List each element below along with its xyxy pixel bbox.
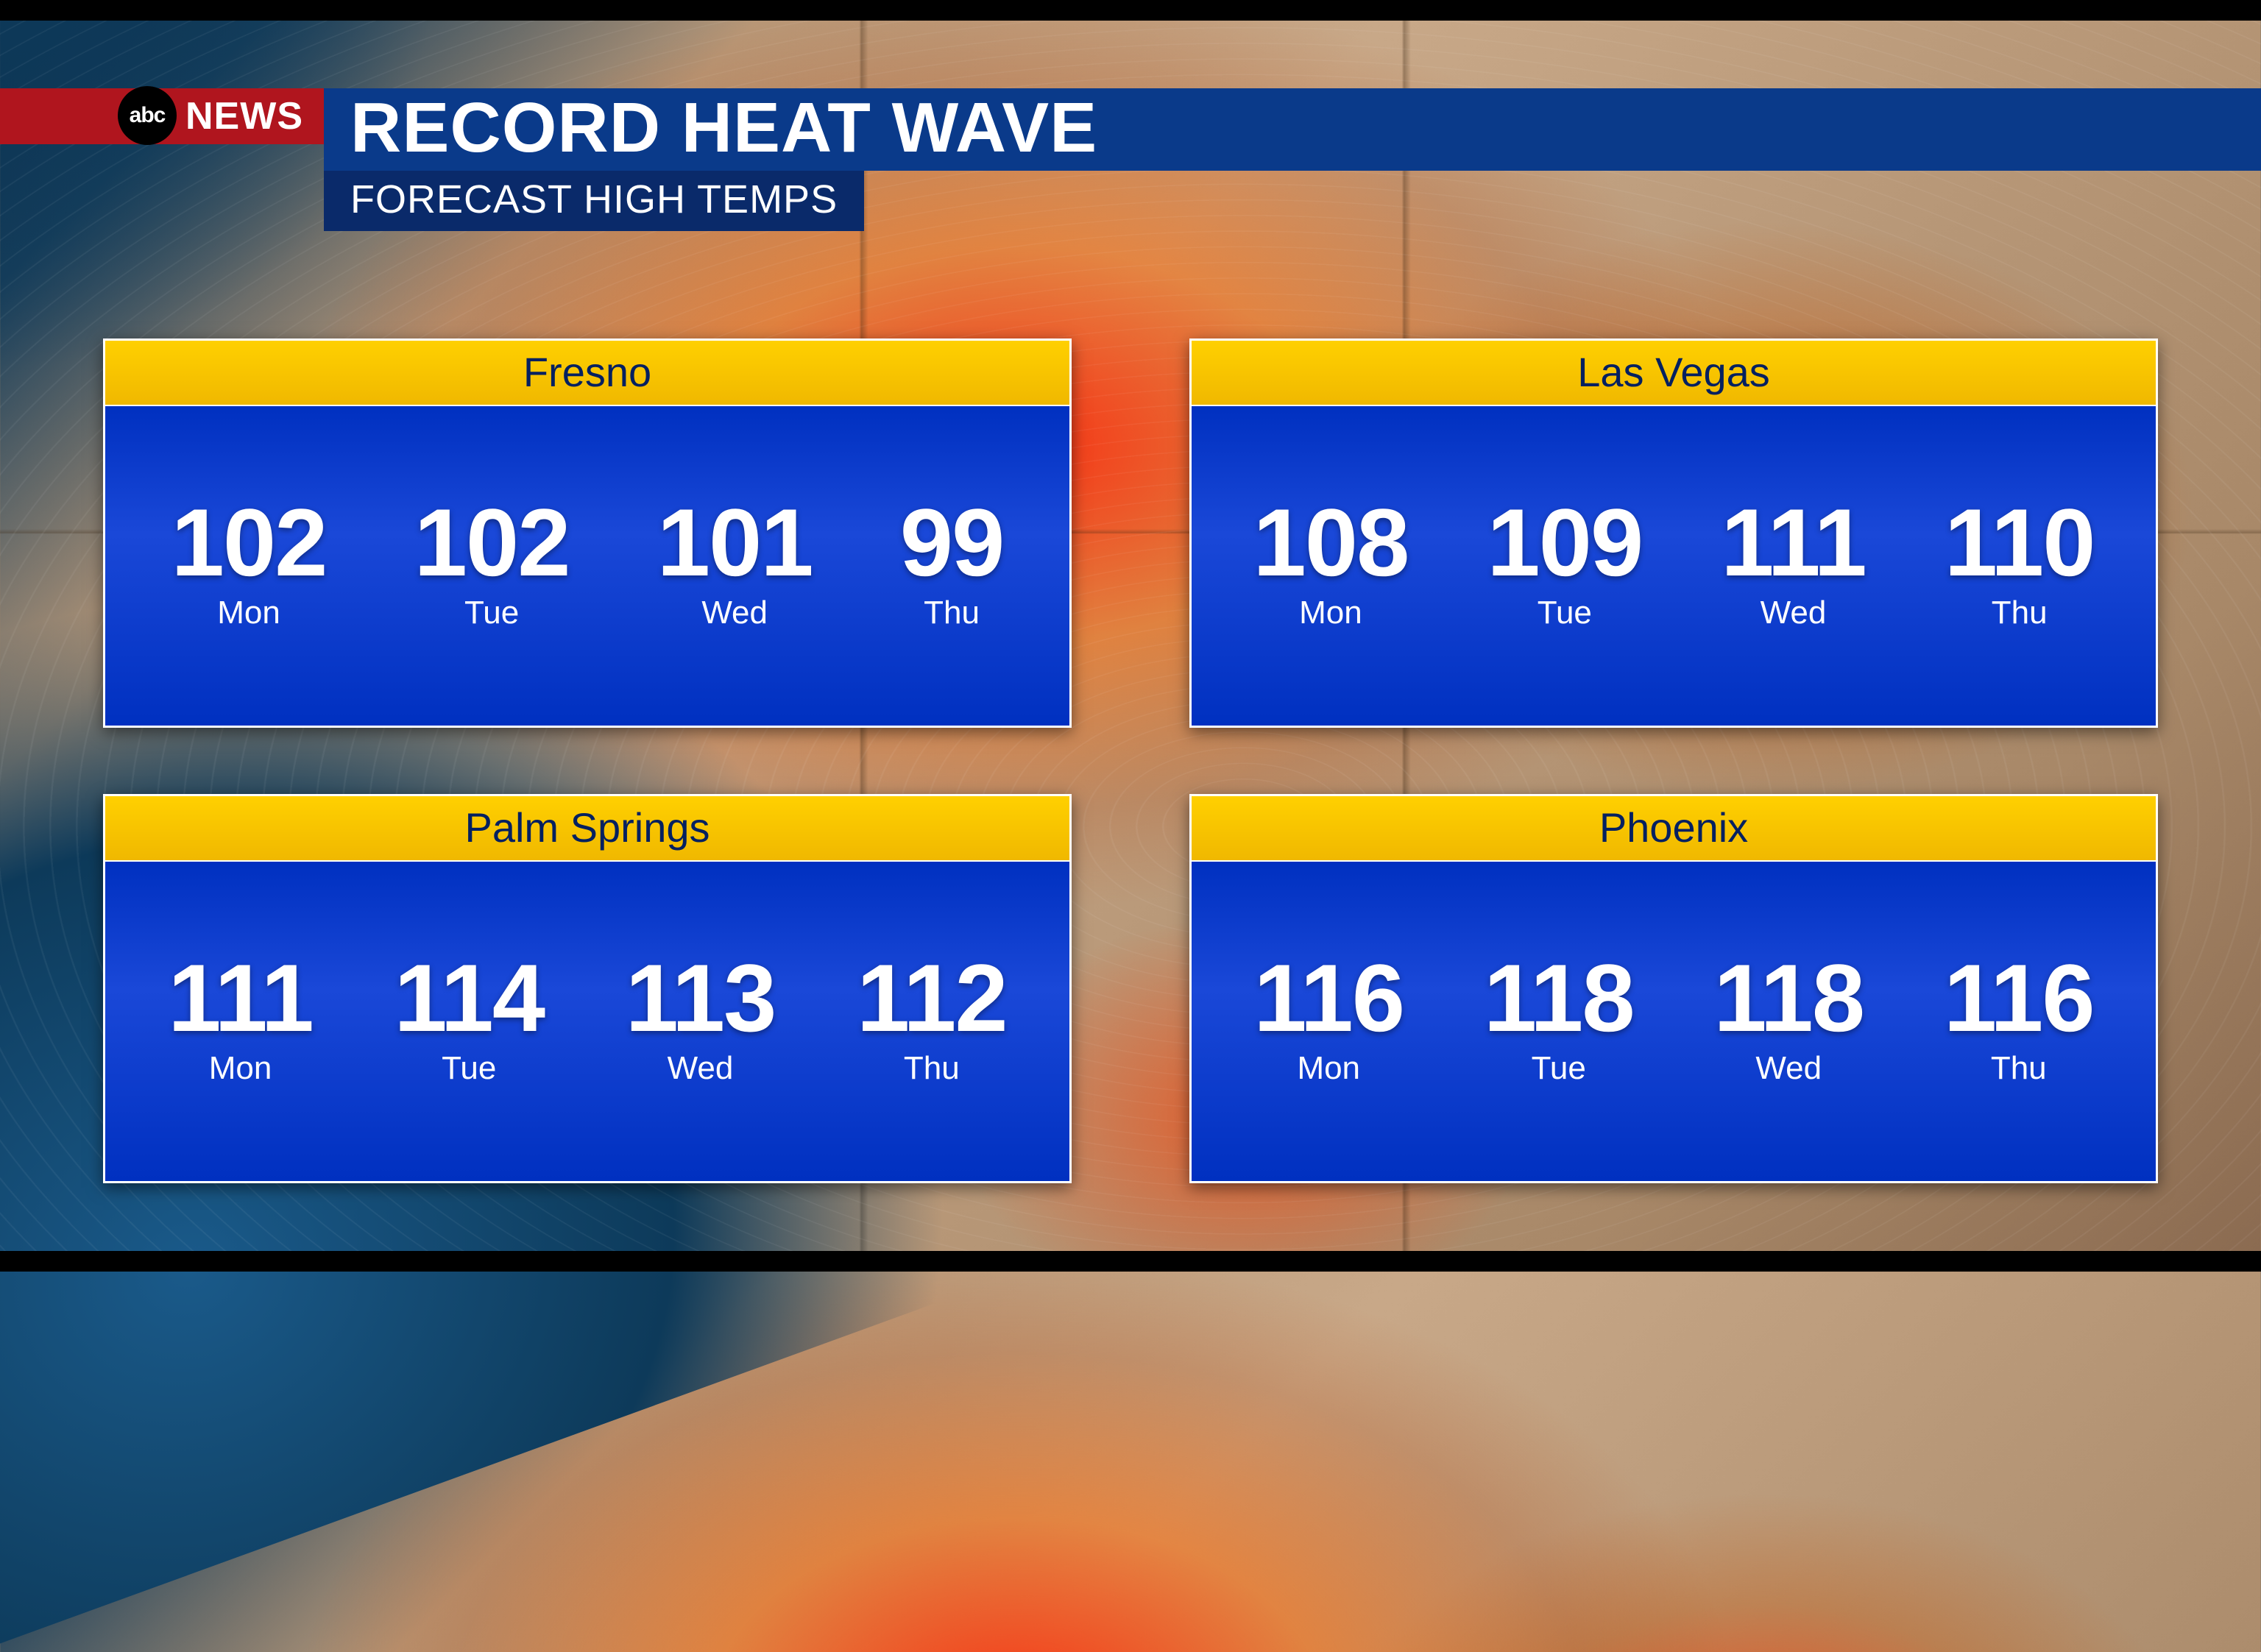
day-label: Mon	[209, 1050, 272, 1087]
forecast-row: 116 Mon 118 Tue 118 Wed 116 Thu	[1192, 862, 2156, 1181]
forecast-day: 118 Wed	[1713, 950, 1864, 1087]
temp-value: 109	[1487, 494, 1642, 590]
day-label: Tue	[1538, 595, 1592, 631]
forecast-day: 112 Thu	[857, 950, 1007, 1087]
graphic-title: RECORD HEAT WAVE	[324, 88, 2261, 171]
city-name: Fresno	[105, 341, 1069, 406]
forecast-day: 99 Thu	[900, 494, 1004, 631]
temp-value: 101	[657, 494, 813, 590]
temp-value: 102	[171, 494, 327, 590]
graphic-subtitle: FORECAST HIGH TEMPS	[324, 171, 864, 231]
day-label: Thu	[1991, 1050, 2047, 1087]
forecast-day: 118 Tue	[1484, 950, 1634, 1087]
temp-value: 110	[1945, 494, 2095, 590]
city-name: Phoenix	[1192, 796, 2156, 862]
day-label: Wed	[701, 595, 768, 631]
forecast-day: 114 Tue	[394, 950, 544, 1087]
temp-value: 111	[1721, 494, 1866, 590]
abc-logo-icon: abc	[118, 86, 177, 145]
forecast-day: 116 Mon	[1253, 950, 1404, 1087]
day-label: Tue	[1532, 1050, 1586, 1087]
forecast-day: 101 Wed	[657, 494, 813, 631]
forecast-day: 108 Mon	[1253, 494, 1408, 631]
forecast-row: 102 Mon 102 Tue 101 Wed 99 Thu	[105, 406, 1069, 726]
day-label: Mon	[1299, 595, 1362, 631]
forecast-day: 102 Tue	[414, 494, 570, 631]
logo-bar: abc NEWS	[0, 88, 324, 144]
temp-value: 113	[626, 950, 776, 1046]
day-label: Wed	[668, 1050, 734, 1087]
forecast-row: 108 Mon 109 Tue 111 Wed 110 Thu	[1192, 406, 2156, 726]
temp-value: 116	[1944, 950, 2094, 1046]
forecast-card-las-vegas: Las Vegas 108 Mon 109 Tue 111 Wed 110 Th…	[1189, 338, 2158, 728]
day-label: Wed	[1761, 595, 1827, 631]
temp-value: 112	[857, 950, 1007, 1046]
forecast-day: 116 Thu	[1944, 950, 2094, 1087]
temp-value: 99	[900, 494, 1004, 590]
forecast-day: 110 Thu	[1945, 494, 2095, 631]
forecast-day: 111 Mon	[168, 950, 313, 1087]
forecast-card-fresno: Fresno 102 Mon 102 Tue 101 Wed 99 Thu	[103, 338, 1072, 728]
day-label: Tue	[464, 595, 519, 631]
day-label: Thu	[904, 1050, 960, 1087]
forecast-row: 111 Mon 114 Tue 113 Wed 112 Thu	[105, 862, 1069, 1181]
temp-value: 118	[1713, 950, 1864, 1046]
day-label: Thu	[924, 595, 980, 631]
title-block: RECORD HEAT WAVE FORECAST HIGH TEMPS	[324, 88, 2261, 231]
forecast-day: 102 Mon	[171, 494, 327, 631]
temp-value: 108	[1253, 494, 1408, 590]
forecast-day: 109 Tue	[1487, 494, 1642, 631]
temp-value: 116	[1253, 950, 1404, 1046]
temp-value: 118	[1484, 950, 1634, 1046]
forecast-day: 111 Wed	[1721, 494, 1866, 631]
header-banner: abc NEWS RECORD HEAT WAVE FORECAST HIGH …	[0, 88, 2261, 231]
day-label: Wed	[1755, 1050, 1822, 1087]
news-wordmark: NEWS	[185, 94, 303, 138]
day-label: Tue	[442, 1050, 496, 1087]
network-logo: abc NEWS	[118, 88, 303, 145]
forecast-card-phoenix: Phoenix 116 Mon 118 Tue 118 Wed 116 Thu	[1189, 794, 2158, 1183]
city-name: Las Vegas	[1192, 341, 2156, 406]
city-name: Palm Springs	[105, 796, 1069, 862]
day-label: Mon	[217, 595, 280, 631]
temp-value: 114	[394, 950, 544, 1046]
forecast-grid: Fresno 102 Mon 102 Tue 101 Wed 99 Thu La…	[103, 338, 2158, 1183]
letterbox-top	[0, 0, 2261, 21]
temp-value: 102	[414, 494, 570, 590]
forecast-day: 113 Wed	[626, 950, 776, 1087]
day-label: Mon	[1297, 1050, 1360, 1087]
letterbox-bottom	[0, 1251, 2261, 1272]
temp-value: 111	[168, 950, 313, 1046]
day-label: Thu	[1992, 595, 2048, 631]
forecast-card-palm-springs: Palm Springs 111 Mon 114 Tue 113 Wed 112…	[103, 794, 1072, 1183]
